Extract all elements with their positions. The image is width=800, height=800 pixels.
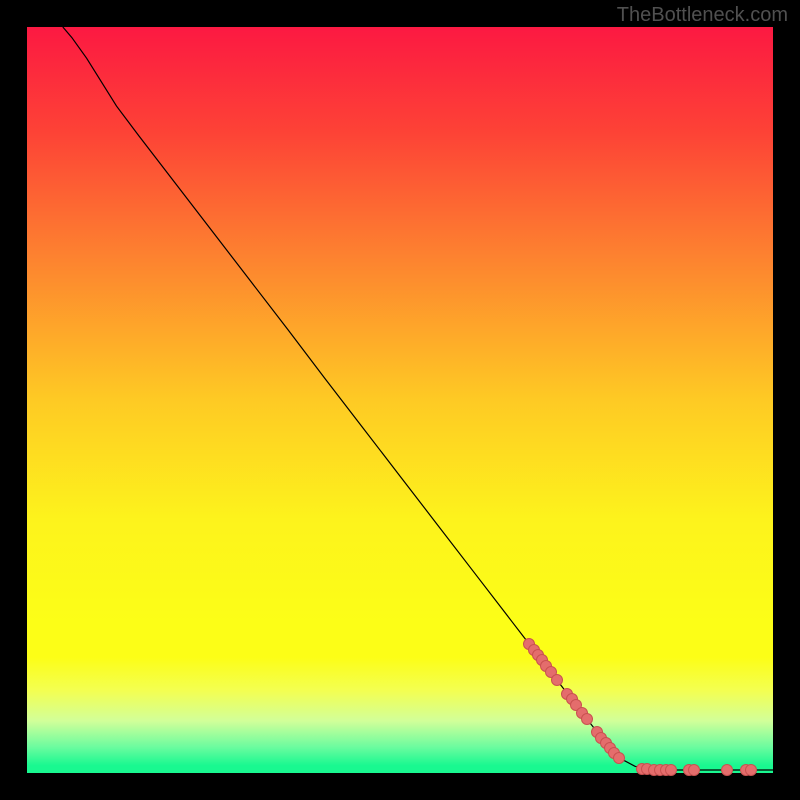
data-marker	[613, 752, 625, 764]
watermark-text: TheBottleneck.com	[617, 4, 788, 27]
bottleneck-curve	[63, 27, 773, 770]
data-marker	[551, 674, 563, 686]
data-marker	[721, 764, 733, 776]
data-marker	[688, 764, 700, 776]
chart-svg	[27, 27, 773, 773]
data-marker	[745, 764, 757, 776]
plot-area	[27, 27, 773, 773]
data-marker	[581, 713, 593, 725]
data-marker	[665, 764, 677, 776]
